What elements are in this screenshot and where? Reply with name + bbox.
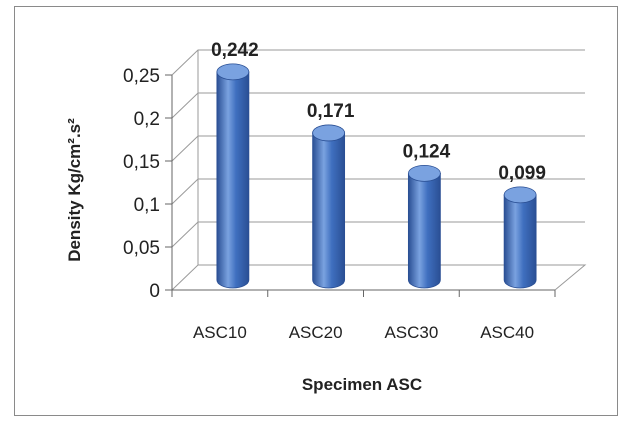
- y-tick-label: 0,25: [123, 66, 160, 87]
- y-tick-label: 0,2: [134, 109, 160, 130]
- bar-cylinder-top: [216, 63, 250, 81]
- y-axis-title: Density Kg/cm².s²: [65, 118, 84, 262]
- bar-cylinder-body: [503, 194, 537, 289]
- bar-cylinder-top: [503, 186, 537, 204]
- axis-layer: 0 0,05 0,1 0,15 0,2 0,25: [123, 66, 556, 302]
- y-tick-label: 0: [149, 281, 160, 302]
- y-tick-label: 0,1: [134, 195, 160, 216]
- gridline: [171, 135, 585, 162]
- grid-layer: [171, 49, 587, 291]
- bar-cylinder-body: [216, 71, 250, 289]
- floor-outline: [171, 264, 587, 291]
- x-category-label: ASC40: [480, 323, 534, 342]
- data-label: 0,124: [403, 141, 451, 162]
- data-label: 0,171: [307, 101, 355, 122]
- bar-cylinder-body: [312, 132, 346, 289]
- label-layer: 0,242 ASC10 0,171 ASC20 0,124 ASC30 0,099 ASC40: [193, 40, 546, 342]
- gridline: [171, 92, 585, 119]
- data-label: 0,242: [211, 40, 259, 61]
- gridline: [171, 178, 585, 205]
- bar-cylinder-top: [407, 164, 441, 182]
- x-category-label: ASC30: [384, 323, 438, 342]
- bar-cylinder-body: [407, 172, 441, 289]
- gridline: [171, 221, 585, 248]
- y-tick-label: 0,05: [123, 238, 160, 259]
- x-category-label: ASC20: [289, 323, 343, 342]
- gridline: [171, 49, 585, 76]
- bar-cylinder-top: [312, 124, 346, 142]
- y-tick-label: 0,15: [123, 152, 160, 173]
- x-axis-title: Specimen ASC: [302, 375, 422, 394]
- x-category-label: ASC10: [193, 323, 247, 342]
- bar-layer: [216, 63, 537, 289]
- data-label: 0,099: [498, 163, 546, 184]
